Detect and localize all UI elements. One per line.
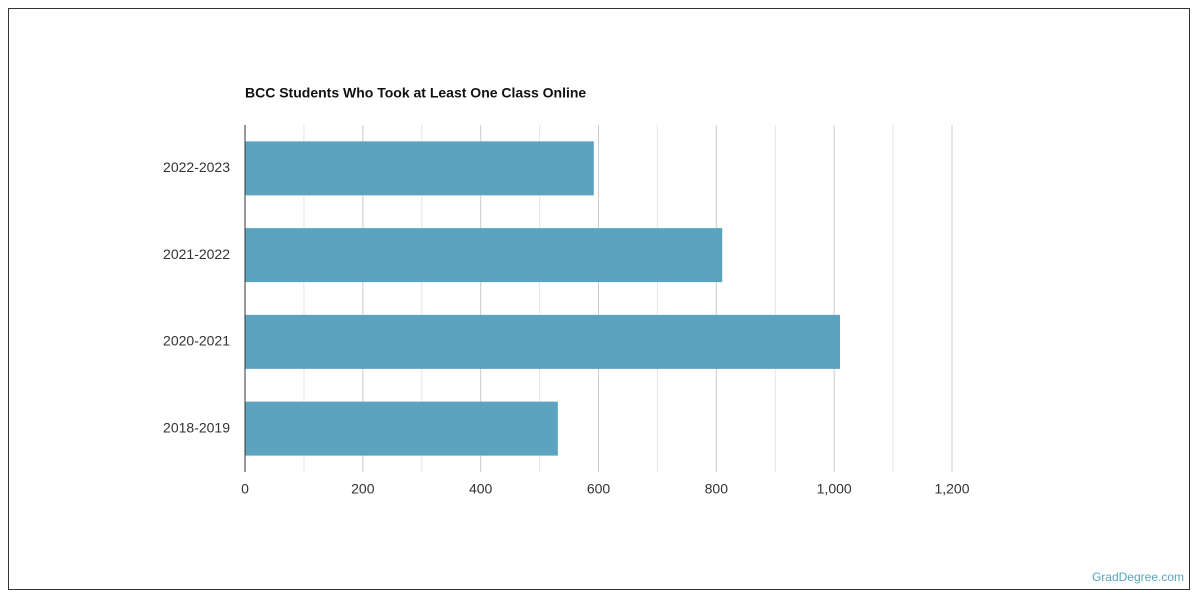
x-tick-label: 1,000	[817, 481, 852, 497]
y-tick-label: 2020-2021	[163, 333, 230, 349]
y-tick-label: 2022-2023	[163, 159, 230, 175]
bar	[245, 314, 841, 369]
x-tick-label: 600	[587, 481, 611, 497]
x-tick-label: 200	[351, 481, 375, 497]
bar	[245, 228, 723, 283]
y-tick-label: 2021-2022	[163, 246, 230, 262]
x-tick-label: 0	[241, 481, 249, 497]
source[interactable]: GradDegree.com	[1092, 570, 1184, 584]
chart-title: BCC Students Who Took at Least One Class…	[245, 85, 586, 101]
x-tick-label: 1,200	[934, 481, 969, 497]
x-tick-label: 800	[705, 481, 729, 497]
bar	[245, 141, 594, 196]
bar	[245, 401, 558, 456]
y-tick-label: 2018-2019	[163, 419, 230, 435]
x-tick-label: 400	[469, 481, 493, 497]
